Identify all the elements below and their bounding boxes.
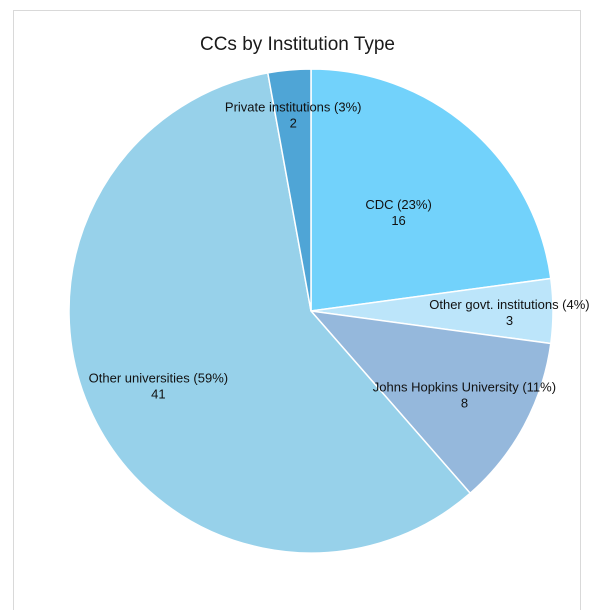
pie-labels: CDC (23%)16 Other govt. institutions (4%)…: [89, 99, 590, 410]
slice-value-other-universities: 41: [151, 386, 165, 401]
pie-slices: [68, 68, 554, 554]
pie-slice-private-institutions: [266, 68, 312, 312]
chart-title: CCs by Institution Type: [199, 34, 396, 55]
pie-slice-johns-hopkins-university: [309, 309, 552, 495]
slice-value-cdc: 16: [391, 213, 405, 228]
slice-value-other-govt-institutions: 3: [506, 313, 513, 328]
slice-value-private-institutions: 2: [290, 115, 297, 130]
slice-label-cdc: CDC (23%): [365, 197, 431, 212]
slice-label-other-govt-institutions: Other govt. institutions (4%): [429, 297, 589, 312]
slice-label-other-universities: Other universities (59%): [89, 370, 228, 385]
pie-slice-other-universities: [68, 72, 472, 554]
slice-value-johns-hopkins-university: 8: [461, 396, 468, 411]
slice-label-private-institutions: Private institutions (3%): [225, 99, 362, 114]
slice-label-johns-hopkins-university: Johns Hopkins University (11%): [373, 380, 556, 395]
pie-slice-cdc: [310, 68, 552, 312]
